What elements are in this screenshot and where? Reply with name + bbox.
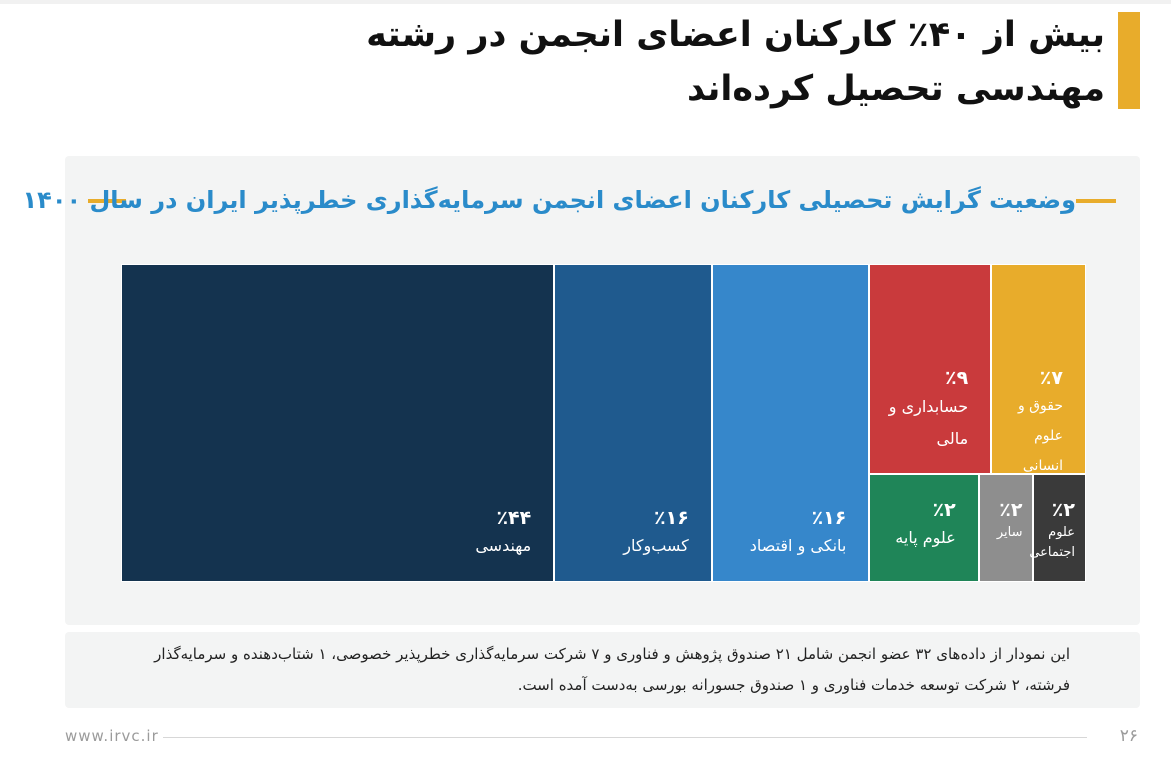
title-accent-bar [1118,12,1140,109]
page-number: ۲۶ [1119,726,1138,746]
tile-label-group: ٪۱۶ بانکی و اقتصاد [750,505,847,561]
tile-percent-label: ٪۱۶ [654,507,689,529]
tile-label-group: ٪۲ علوم اجتماعی [1029,497,1075,563]
tile-percent-label: ٪۲ [999,498,1023,521]
chart-subtitle: وضعیت گرایش تحصیلی کارکنان اعضای انجمن س… [22,186,1076,214]
tile-category-label: حقوق و علوم انسانی [1017,398,1063,474]
tile-law-humanities: ٪۷ حقوق و علوم انسانی [991,264,1086,474]
tile-label-group: ٪۴۴ مهندسی [475,505,531,561]
tile-category-label: سایر [996,524,1023,540]
tile-percent-label: ٪۲ [932,498,956,521]
tile-label-group: ٪۷ حقوق و علوم انسانی [998,365,1063,481]
tile-category-label: کسب‌وکار [623,536,689,555]
tile-category-label: علوم اجتماعی [1029,524,1075,560]
tile-category-label: حسابداری و مالی [888,397,969,448]
page-title: بیش از ۴۰٪ کارکنان اعضای انجمن در رشته م… [366,15,1105,109]
tile-label-group: ٪۹ حسابداری و مالی [876,365,968,455]
source-note: این نمودار از داده‌های ۳۲ عضو انجمن شامل… [154,645,1070,694]
tile-label-group: ٪۱۶ کسب‌وکار [623,505,689,561]
tile-category-label: بانکی و اقتصاد [749,536,847,555]
tile-other: ٪۲ سایر [978,473,1034,582]
tile-label-group: ٪۲ علوم پایه [895,497,955,553]
tile-banking-economics: ٪۱۶ بانکی و اقتصاد [711,264,870,582]
tile-business: ٪۱۶ کسب‌وکار [554,264,712,582]
tile-basic-sciences: ٪۲ علوم پایه [869,473,979,582]
subtitle-line-right [1076,199,1116,203]
subtitle-line-left [88,199,126,203]
treemap-chart: ٪۴۴ مهندسی ٪۱۶ کسب‌وکار ٪۱۶ بانکی و اقتصاد ٪۹ ح… [121,264,1086,582]
top-accent-strip [0,0,1171,4]
tile-category-label: علوم پایه [895,527,956,547]
tile-percent-label: ٪۱۶ [811,507,847,529]
tile-label-group: ٪۲ سایر [997,497,1023,543]
tile-category-label: مهندسی [475,536,532,555]
footer-url[interactable]: www.irvc.ir [65,727,159,745]
tile-percent-label: ٪۴۴ [496,507,532,529]
tile-percent-label: ٪۲ [1051,498,1075,521]
tile-social-sciences: ٪۲ علوم اجتماعی [1029,473,1086,582]
tile-engineering: ٪۴۴ مهندسی [121,264,555,582]
footer-divider [163,737,1087,738]
tile-accounting-finance: ٪۹ حسابداری و مالی [869,264,992,474]
tile-percent-label: ٪۷ [1039,367,1063,389]
note-box [65,632,1140,708]
tile-percent-label: ٪۹ [945,367,969,389]
